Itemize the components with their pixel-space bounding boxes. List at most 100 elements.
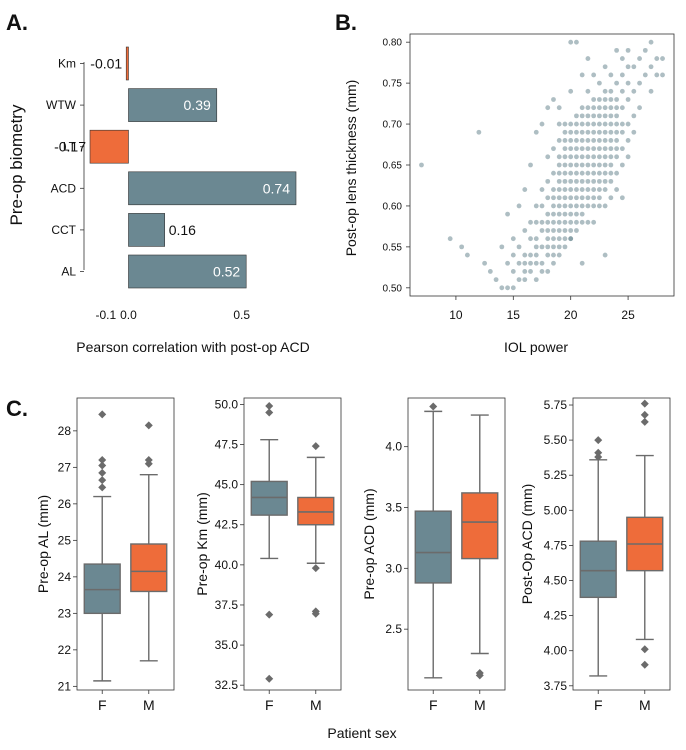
panel-b-point: [625, 64, 631, 70]
panel-b-point: [528, 260, 533, 266]
panel-b-point: [562, 178, 568, 184]
panel-b-point: [533, 252, 539, 258]
panel-c-outlier: [98, 461, 107, 470]
panel-b-point: [631, 129, 637, 135]
panel-a-bar-wtw: [128, 88, 218, 122]
panel-b-point: [579, 113, 585, 119]
panel-b-point: [556, 170, 562, 176]
panel-b-point: [539, 219, 545, 225]
panel-b-point: [631, 88, 637, 94]
panel-b-point: [608, 195, 614, 201]
panel-b-point: [556, 211, 562, 217]
panel-c-xtick-label: F: [265, 697, 274, 713]
panel-b-point: [608, 113, 614, 119]
panel-c2-ylabel: Pre-op Km (mm): [194, 492, 210, 595]
panel-letter-c: C.: [6, 396, 28, 421]
panel-b-point: [619, 129, 625, 135]
panel-b-point: [579, 162, 585, 168]
panel-b-point: [631, 64, 637, 70]
panel-b-point: [574, 138, 579, 143]
panel-b-point: [608, 121, 614, 127]
panel-b-point: [591, 72, 597, 78]
panel-b-point: [568, 170, 574, 176]
panel-b-point: [602, 64, 608, 70]
panel-b-xtick-label: 20: [564, 308, 578, 322]
panel-b-point: [516, 203, 522, 209]
panel-b-point: [533, 203, 539, 209]
panel-b-point: [556, 252, 562, 258]
panel-b-point: [533, 244, 539, 250]
panel-b-point: [642, 72, 648, 78]
panel-b-point: [579, 105, 585, 111]
panel-b-point: [419, 162, 424, 168]
panel-b-point: [545, 228, 551, 233]
panel-b-point: [568, 138, 574, 143]
panel-b-point: [562, 228, 568, 233]
panel-b-point: [596, 105, 602, 111]
panel-c-outlier: [98, 476, 107, 485]
panel-a-ylabel: Pre-op biometry: [7, 104, 26, 225]
panel-b-point: [602, 178, 608, 184]
panel-b-point: [602, 97, 608, 102]
panel-c-ytick-label: 25: [58, 533, 72, 547]
panel-b-point: [568, 162, 574, 168]
panel-b-point: [556, 121, 562, 127]
panel-b-point: [568, 203, 574, 209]
panel-b-point: [579, 170, 585, 176]
panel-b-point: [614, 170, 620, 176]
panel-b-point: [602, 138, 608, 143]
panel-b-point: [556, 195, 562, 201]
panel-b-point: [591, 105, 597, 111]
panel-b-point: [545, 154, 551, 160]
panel-b-point: [556, 162, 562, 168]
panel-b-point: [591, 162, 597, 168]
panel-c-outlier: [640, 660, 649, 669]
panel-b-point: [608, 154, 614, 160]
panel-c-outlier: [311, 564, 320, 573]
panel-c-outlier: [144, 456, 153, 465]
panel-b-point: [625, 47, 631, 53]
panel-b-point: [574, 203, 579, 209]
panel-b-point: [568, 195, 574, 201]
panel-b-point: [574, 211, 579, 217]
panel-b-point: [522, 252, 528, 258]
panel-b-point: [545, 219, 551, 225]
panel-b-point: [539, 121, 545, 127]
panel-b-point: [608, 138, 614, 143]
panel-b-point: [637, 80, 642, 86]
panel-b-point: [585, 162, 591, 168]
panel-a-bar-chart: Pearson correlation with post-op ACD Pre…: [7, 46, 310, 355]
panel-b-point: [596, 80, 602, 86]
panel-b-point: [585, 129, 591, 135]
panel-b-point: [528, 236, 533, 242]
panel-b-point: [585, 105, 591, 111]
panel-b-point: [585, 113, 591, 119]
panel-b-point: [568, 178, 574, 184]
panel-c-ytick-label: 2.5: [385, 622, 402, 636]
panel-b-point: [614, 187, 620, 192]
panel-c-ytick-label: 47.5: [215, 438, 239, 452]
panel-c-xtick-label: M: [310, 697, 322, 713]
panel-a-bar-al: [128, 254, 247, 289]
panel-b-point: [579, 72, 585, 78]
panel-b-point: [562, 121, 568, 127]
panel-c-ytick-label: 26: [58, 497, 72, 511]
panel-b-point: [556, 154, 562, 160]
panel-b-point: [596, 129, 602, 135]
panel-c-ytick-label: 42.5: [215, 518, 239, 532]
panel-b-point: [551, 252, 556, 258]
panel-b-point: [574, 187, 579, 192]
panel-a-xtick-label: -0.1: [96, 308, 117, 322]
panel-b-point: [591, 203, 597, 209]
panel-b-point: [579, 154, 585, 160]
panel-b-point: [574, 178, 579, 184]
panel-b-point: [556, 219, 562, 225]
panel-b-point: [591, 170, 597, 176]
panel-a-bar-acd: [128, 171, 297, 206]
panel-b-point: [596, 203, 602, 209]
panel-a-value-label: 0.16: [169, 222, 196, 238]
panel-b-point: [625, 121, 631, 127]
panel-b-point: [614, 129, 620, 135]
panel-c-outlier: [98, 456, 107, 465]
